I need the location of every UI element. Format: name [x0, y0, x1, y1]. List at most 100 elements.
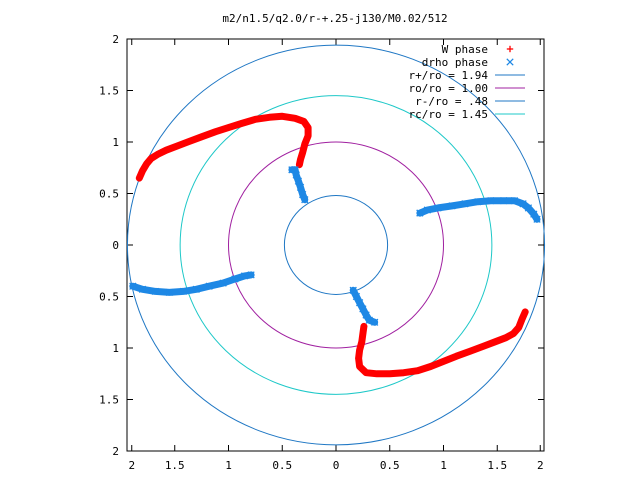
cross-stroke	[299, 190, 307, 199]
data-point	[147, 155, 155, 162]
radius-circle	[283, 195, 389, 295]
data-point	[355, 299, 364, 307]
data-point	[301, 140, 309, 148]
data-point	[355, 355, 362, 362]
data-point	[301, 196, 309, 204]
legend-label: drho phase	[422, 56, 488, 69]
data-point	[165, 288, 174, 297]
data-point	[474, 198, 482, 206]
cross-stroke	[129, 282, 137, 290]
data-point	[356, 346, 363, 354]
cross-stroke	[500, 197, 508, 205]
data-point	[427, 363, 434, 370]
cross-stroke	[205, 282, 213, 290]
data-point	[519, 200, 527, 208]
cross-stroke	[416, 209, 424, 217]
cross-stroke	[219, 279, 227, 287]
data-point	[304, 124, 312, 131]
legend-marker	[506, 58, 514, 66]
cross-stroke	[474, 198, 482, 206]
radius-circle	[126, 44, 546, 446]
y-tick-label: 0.5	[99, 188, 119, 201]
x-tick-label: 1.5	[165, 459, 185, 472]
cross-stroke	[365, 316, 373, 324]
data-point	[296, 161, 303, 168]
cross-stroke	[487, 197, 495, 205]
x-tick-label: 0.5	[380, 459, 400, 472]
cross-stroke	[294, 177, 303, 185]
data-point	[373, 370, 381, 377]
data-point	[304, 132, 312, 140]
data-point	[300, 118, 307, 125]
radius-circle	[228, 141, 444, 349]
cross-stroke	[506, 58, 514, 66]
data-point	[151, 287, 160, 296]
data-point	[198, 133, 205, 141]
cross-stroke	[179, 287, 188, 296]
cross-stroke	[247, 271, 255, 279]
data-point	[291, 115, 299, 122]
phase-arm-band	[416, 197, 541, 223]
phase-arm-band	[355, 308, 529, 378]
cross-stroke	[533, 215, 541, 223]
cross-stroke	[296, 183, 305, 191]
data-point	[231, 275, 239, 283]
data-point	[299, 149, 306, 156]
data-point	[179, 287, 188, 296]
data-point	[292, 171, 300, 179]
data-point	[362, 311, 370, 319]
y-tick-label: 1.5	[99, 394, 119, 407]
data-point	[294, 177, 303, 185]
y-tick-label: 1.5	[99, 85, 119, 98]
data-point	[510, 197, 519, 205]
legend-marker	[506, 45, 514, 53]
data-point	[138, 285, 147, 293]
data-point	[240, 272, 249, 280]
data-point	[371, 318, 379, 326]
cross-stroke	[371, 318, 379, 326]
series-drho-phase	[129, 166, 541, 326]
legend-label: rc/ro = 1.45	[409, 108, 488, 121]
cross-stroke	[448, 202, 456, 210]
y-tick-label: 2	[112, 33, 119, 46]
data-point	[136, 174, 143, 182]
x-tick-label: 0	[333, 459, 340, 472]
data-point	[143, 160, 150, 167]
cross-stroke	[301, 196, 309, 204]
x-tick-label: 1.5	[487, 459, 507, 472]
cross-stroke	[240, 272, 249, 280]
data-point	[252, 116, 259, 123]
x-tick-label: 2	[537, 459, 544, 472]
cross-stroke	[530, 210, 538, 218]
data-point	[448, 202, 456, 210]
data-point	[502, 334, 510, 341]
data-point	[129, 282, 137, 290]
data-point	[219, 279, 227, 287]
data-point	[423, 206, 432, 214]
data-point	[297, 156, 304, 163]
y-tick-label: 1	[112, 342, 119, 355]
data-point	[154, 151, 161, 158]
cross-stroke	[362, 311, 370, 319]
data-point	[461, 200, 469, 208]
data-point	[522, 308, 529, 316]
cross-stroke	[288, 166, 296, 174]
data-point	[360, 323, 368, 330]
cross-stroke	[461, 200, 469, 208]
data-point	[453, 353, 460, 360]
data-point	[515, 324, 522, 331]
cross-stroke	[423, 206, 432, 214]
cross-stroke	[292, 171, 300, 179]
phase-arm-band	[135, 112, 312, 182]
legend-label: r-/ro = .48	[415, 95, 488, 108]
data-point	[212, 128, 219, 135]
data-point	[296, 183, 305, 191]
data-point	[414, 367, 421, 374]
data-point	[184, 138, 191, 146]
data-point	[400, 369, 407, 376]
cross-stroke	[524, 204, 533, 212]
data-point	[434, 204, 442, 212]
data-point	[162, 147, 170, 154]
